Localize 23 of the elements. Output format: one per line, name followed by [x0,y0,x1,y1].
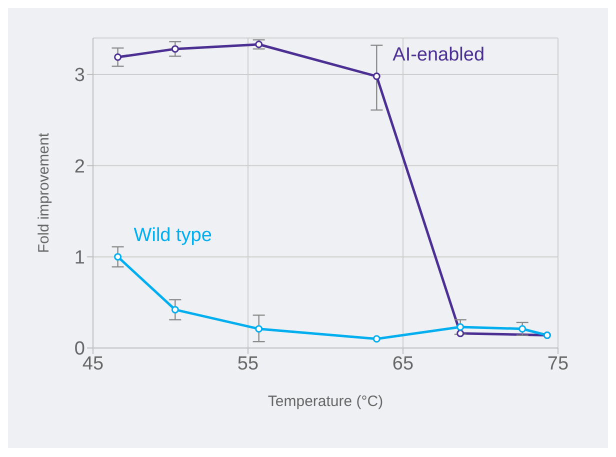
point [171,45,179,53]
point [518,325,526,333]
point [255,325,263,333]
point [456,330,464,338]
x-tick-label: 75 [547,353,569,374]
point [456,323,464,331]
x-tick-label: 65 [392,353,414,374]
y-tick-label: 3 [74,65,85,86]
x-tick-label: 55 [237,353,259,374]
y-tick-label: 0 [74,338,85,360]
point [171,306,179,314]
series-label: Wild type [134,224,212,246]
point [372,335,380,343]
y-axis-title: Fold improvement [35,132,52,254]
point [372,72,380,80]
x-axis-title: Temperature (°C) [268,393,384,410]
point [255,40,263,48]
point [114,253,122,261]
point [114,53,122,61]
y-tick-label: 2 [74,156,85,178]
x-tick-label: 45 [82,353,104,374]
series-label: AI-enabled [392,44,485,66]
y-tick-label: 1 [74,248,85,269]
